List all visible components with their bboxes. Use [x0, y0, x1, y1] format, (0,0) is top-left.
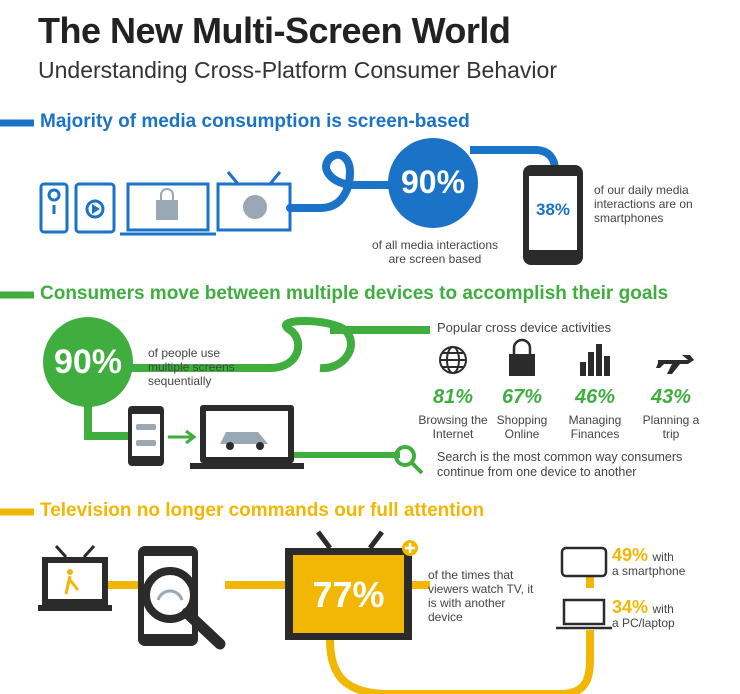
bar-chart-icon: [580, 344, 610, 376]
smartphone-outline-icon: [560, 546, 608, 578]
smartphone-stat: 49% with a smartphone: [612, 545, 722, 578]
smartphone-large-icon: [523, 165, 583, 265]
laptop-car-icon: [190, 405, 304, 469]
section2-heading: Consumers move between multiple devices …: [40, 283, 669, 304]
smartphone-label2: a smartphone: [612, 564, 686, 578]
section1-phone-stat: 38%: [535, 200, 571, 219]
search-magnifier-icon: [394, 445, 424, 475]
search-note: Search is the most common way consumers …: [437, 450, 683, 479]
section1-heading: Majority of media consumption is screen-…: [40, 111, 470, 132]
green-stat-circle: [43, 317, 133, 407]
pc-label2: a PC/laptop: [612, 616, 675, 630]
page-subtitle: Understanding Cross-Platform Consumer Be…: [38, 57, 557, 83]
tv-golf-icon: [38, 544, 112, 611]
activity-label-browsing: Browsing the Internet: [418, 413, 488, 441]
green-connector-line: [110, 317, 430, 373]
activities-title: Popular cross device activities: [437, 320, 612, 335]
smartphone-pct: 49%: [612, 545, 649, 565]
activity-label-shopping: Shopping Online: [496, 413, 548, 441]
pc-pct: 34%: [612, 597, 649, 617]
section2-big-stat: 90%: [53, 343, 123, 381]
phone-car-icon: [128, 406, 164, 466]
blue-connector-line: [286, 150, 399, 212]
smartphone-label1: with: [652, 550, 674, 564]
tablet-device-icon: [74, 182, 116, 234]
airplane-icon: [656, 355, 694, 374]
activity-pct-shopping: 67%: [501, 386, 543, 408]
play-icon: [92, 204, 100, 214]
section3-big-stat-caption: of the times that viewers watch TV, it i…: [428, 568, 534, 624]
green-device-line: [84, 404, 140, 440]
shopping-bag-icon: [509, 338, 535, 376]
phone-device-icon: [39, 182, 69, 234]
activity-pct-finances: 46%: [574, 386, 616, 408]
section3-heading: Television no longer commands our full a…: [40, 500, 485, 521]
activity-pct-browsing: 81%: [432, 386, 474, 408]
activity-pct-trip: 43%: [650, 386, 692, 408]
laptop-outline-icon: [556, 598, 612, 630]
section1-big-stat: 90%: [400, 164, 466, 200]
basketball-icon: [243, 195, 267, 219]
section3-big-stat: 77%: [312, 574, 385, 615]
phone-magnifier-icon: [138, 546, 226, 650]
pc-label1: with: [652, 602, 674, 616]
pc-stat: 34% with a PC/laptop: [612, 597, 722, 630]
activity-label-trip: Planning a trip: [642, 413, 700, 441]
section1-big-stat-caption: of all media interactions are screen bas…: [371, 238, 499, 266]
page-title: The New Multi-Screen World: [38, 10, 511, 51]
shopping-bag-small-icon: [156, 188, 178, 220]
section2-big-stat-caption: of people use multiple screens sequentia…: [148, 346, 235, 388]
map-pin-icon: [47, 188, 61, 214]
section1-phone-stat-caption: of our daily media interactions are on s…: [594, 183, 693, 225]
plus-icon: [402, 540, 418, 556]
tv-yellow-large: [285, 530, 412, 640]
globe-icon: [439, 346, 467, 374]
blue-stat-circle: [388, 138, 478, 228]
activity-label-finances: Managing Finances: [568, 413, 622, 441]
arrow-right-icon: [168, 429, 197, 445]
laptop-device-icon: [120, 182, 216, 236]
tv-device-icon: [216, 171, 292, 232]
